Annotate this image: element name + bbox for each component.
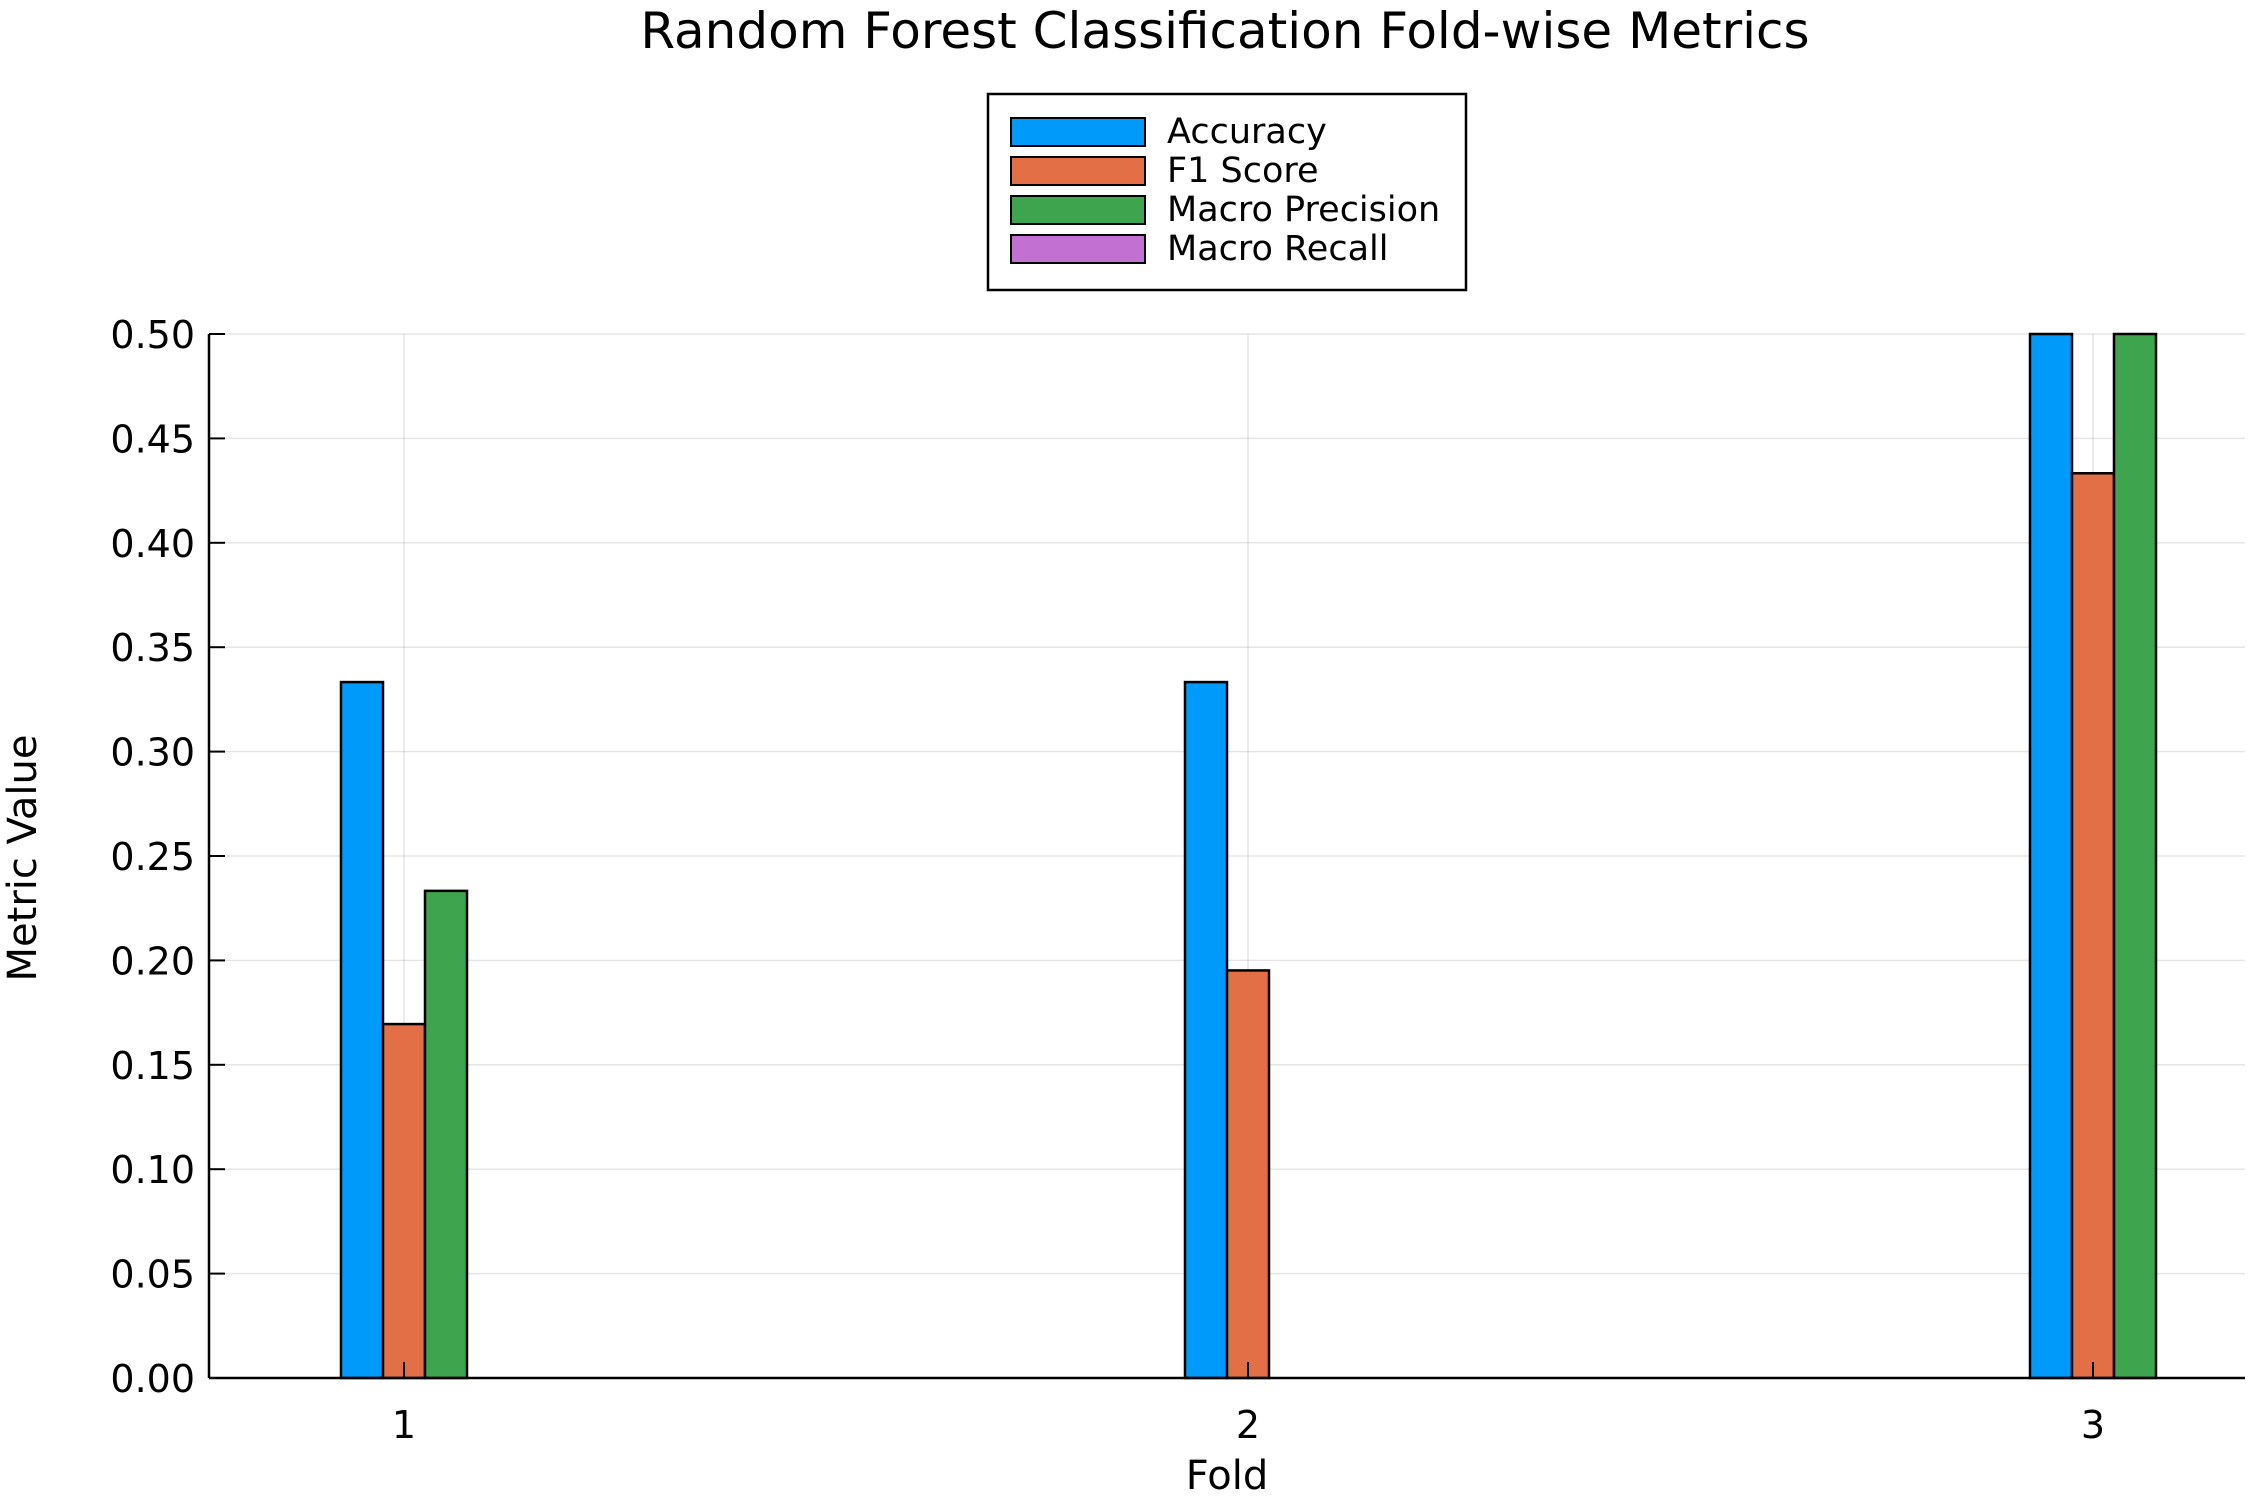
y-tick-label: 0.10 [110,1148,195,1192]
y-axis-label: Metric Value [0,735,46,982]
bar-f1-score-fold-3 [2070,472,2116,1380]
legend-swatch-macro-recall [1010,234,1146,264]
y-tick-label: 0.40 [110,522,195,566]
x-tick-label: 3 [2081,1403,2105,1447]
legend-label-macro-recall: Macro Recall [1167,229,1388,269]
bar-macro-precision-fold-3 [2112,332,2158,1380]
y-tick-label: 0.15 [110,1044,195,1088]
y-tick-label: 0.50 [110,313,195,357]
y-tick-label: 0.05 [110,1253,195,1297]
legend-label-macro-precision: Macro Precision [1167,190,1440,230]
x-tick-label: 2 [1236,1403,1260,1447]
legend-label-accuracy: Accuracy [1167,112,1327,152]
y-tick-label: 0.25 [110,835,195,879]
legend-swatch-f1-score [1010,156,1146,186]
bar-accuracy-fold-1 [339,680,385,1380]
y-tick-label: 0.35 [110,626,195,670]
legend-label-f1-score: F1 Score [1167,151,1319,191]
legend-swatch-macro-precision [1010,195,1146,225]
x-axis-label: Fold [1186,1453,1269,1499]
y-tick-label: 0.00 [110,1357,195,1401]
y-tick-label: 0.20 [110,939,195,983]
bar-layer [339,332,2158,1380]
tick-label-layer: 0.00 0.05 0.10 0.15 0.20 0.25 0.30 0.35 0.40 0.45… [110,313,2105,1447]
bar-f1-score-fold-2 [1225,969,1271,1380]
y-tick-label: 0.45 [110,417,195,461]
legend-swatch-accuracy [1010,117,1146,147]
bar-accuracy-fold-2 [1183,680,1229,1380]
bar-macro-precision-fold-1 [423,889,469,1380]
x-tick-label: 1 [392,1403,416,1447]
bar-f1-score-fold-1 [381,1022,427,1380]
y-tick-label: 0.30 [110,731,195,775]
axis-layer [207,333,2245,1380]
chart-title: Random Forest Classification Fold-wise M… [640,2,1809,60]
bar-accuracy-fold-3 [2028,332,2074,1380]
